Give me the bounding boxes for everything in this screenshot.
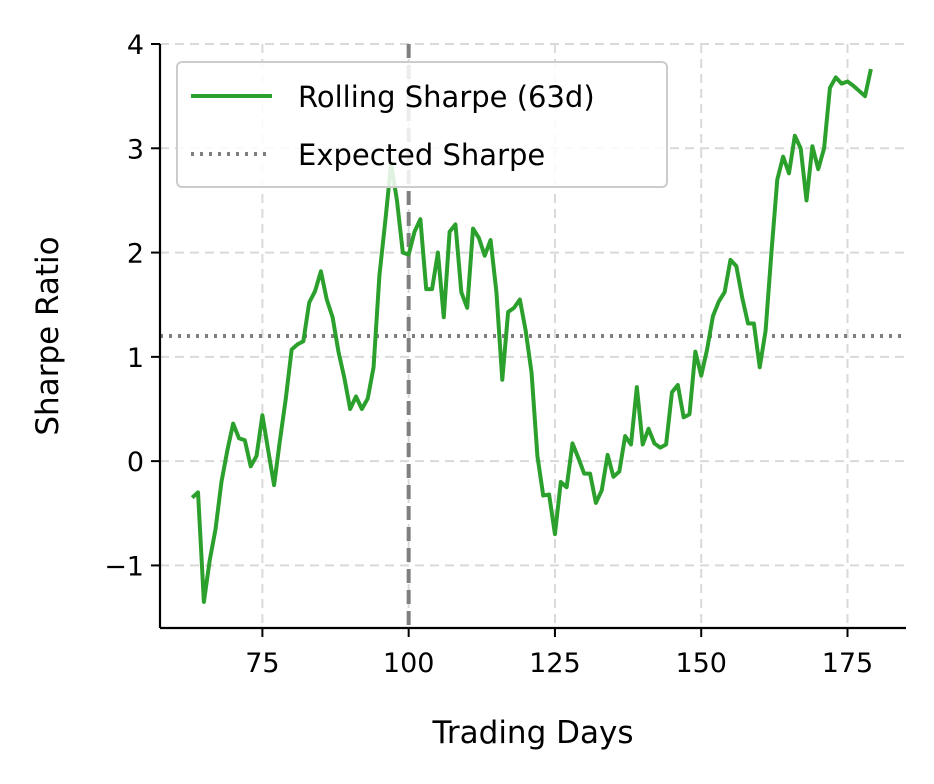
x-tick-label: 75 — [245, 648, 279, 679]
y-tick-label: 3 — [127, 134, 144, 165]
legend: Rolling Sharpe (63d) Expected Sharpe — [176, 61, 668, 188]
legend-label-expected-sharpe: Expected Sharpe — [298, 138, 545, 172]
series-layer — [190, 68, 873, 604]
axes — [158, 44, 906, 630]
y-tick-label: −1 — [104, 551, 144, 582]
rolling-sharpe-line — [190, 68, 873, 604]
x-tick-label: 175 — [822, 648, 874, 679]
legend-frame — [176, 61, 668, 188]
y-tick-label: 2 — [127, 239, 144, 270]
y-tick-label: 4 — [127, 30, 144, 61]
x-tick-label: 150 — [675, 648, 727, 679]
y-axis-label: Sharpe Ratio — [30, 236, 66, 435]
legend-label-rolling-sharpe: Rolling Sharpe (63d) — [298, 80, 595, 114]
x-tick-label: 100 — [383, 648, 435, 679]
x-axis-label: Trading Days — [432, 715, 634, 751]
y-tick-label: 1 — [127, 343, 144, 374]
ticks: 75 100 125 150 175 −1 0 1 2 3 4 — [104, 30, 873, 679]
x-tick-label: 125 — [529, 648, 581, 679]
y-tick-label: 0 — [127, 447, 144, 478]
